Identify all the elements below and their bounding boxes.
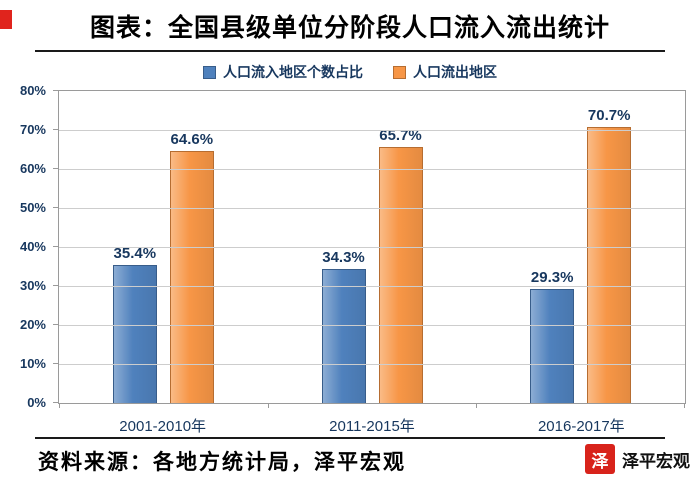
y-axis-tick-label: 50%	[19, 200, 46, 215]
gridline	[59, 325, 685, 326]
y-axis-tick-label: 70%	[19, 122, 46, 137]
y-axis-tick-mark	[53, 363, 59, 364]
brand-logo-icon: 泽	[585, 444, 615, 474]
y-axis-tick-label: 10%	[19, 356, 46, 371]
gridline	[59, 364, 685, 365]
bar-group-2: 29.3% 70.7%	[476, 91, 685, 403]
legend-swatch-outflow	[393, 65, 406, 79]
bar-value-label: 65.7%	[379, 126, 422, 144]
y-axis-tick-mark	[53, 285, 59, 286]
bar-group-0: 35.4% 64.6%	[59, 91, 268, 403]
x-axis-label-1: 2011-2015年	[329, 418, 415, 435]
x-axis-labels: 2001-2010年 2011-2015年 2016-2017年	[58, 408, 686, 436]
chart-title: 图表：全国县级单位分阶段人口流入流出统计	[89, 14, 610, 42]
brand-name: 泽平宏观	[622, 451, 690, 471]
bar-outflow-1: 65.7%	[378, 127, 423, 403]
x-axis-tick-mark	[476, 403, 477, 408]
footer-divider	[35, 437, 665, 439]
gridline	[59, 208, 685, 209]
source-note: 资料来源：各地方统计局，泽平宏观	[38, 451, 406, 474]
x-axis-label-2: 2016-2017年	[537, 418, 625, 435]
legend-swatch-inflow	[203, 65, 216, 79]
bar-inflow-2: 29.3%	[530, 269, 575, 403]
chart-legend: 人口流入地区个数占比 人口流出地区	[0, 62, 700, 82]
legend-item-outflow: 人口流出地区	[393, 62, 497, 82]
gridline	[59, 247, 685, 248]
y-axis-tick-mark	[53, 402, 59, 403]
bar-value-label: 64.6%	[170, 131, 214, 149]
bar-inflow-1: 34.3%	[321, 249, 366, 403]
legend-label-inflow: 人口流入地区个数占比	[223, 64, 363, 80]
y-axis-tick-mark	[53, 246, 59, 247]
y-axis-tick-label: 80%	[19, 83, 46, 98]
x-axis-tick-mark	[59, 403, 60, 408]
x-axis-tick-mark	[684, 403, 685, 408]
gridline	[59, 286, 685, 287]
brand-block: 泽 泽平宏观	[585, 444, 690, 474]
bar-value-label: 35.4%	[113, 244, 157, 262]
y-axis-tick-mark	[53, 324, 59, 325]
y-axis-labels: 0% 10% 20% 30% 40% 50% 60% 70% 80%	[0, 83, 52, 410]
red-corner-mark	[0, 10, 12, 29]
legend-label-outflow: 人口流出地区	[413, 64, 497, 80]
y-axis-tick-mark	[53, 168, 59, 169]
title-divider	[35, 50, 665, 52]
gridline	[59, 169, 685, 170]
bar-inflow-0: 35.4%	[112, 245, 157, 403]
bar-group-1: 34.3% 65.7%	[268, 91, 477, 403]
y-axis-tick-mark	[53, 90, 59, 91]
y-axis-tick-mark	[53, 207, 59, 208]
x-axis-label-0: 2001-2010年	[119, 418, 207, 435]
bar-value-label: 34.3%	[322, 249, 365, 267]
y-axis-tick-label: 60%	[19, 161, 46, 176]
bar-outflow-2: 70.7%	[587, 107, 632, 403]
bar-outflow-0: 64.6%	[169, 131, 214, 403]
bar-chart: 人口流入地区个数占比 人口流出地区 0% 10% 20% 30% 40% 50% 60% 70%…	[0, 56, 700, 435]
bar-value-label: 70.7%	[587, 107, 631, 125]
y-axis-tick-mark	[53, 129, 59, 130]
bar-value-label: 29.3%	[530, 268, 574, 286]
x-axis-tick-mark	[268, 403, 269, 408]
gridline	[59, 130, 685, 131]
y-axis-tick-label: 20%	[19, 317, 46, 332]
y-axis-tick-label: 0%	[27, 395, 46, 410]
y-axis-tick-label: 30%	[19, 278, 46, 293]
bars-layer: 35.4% 64.6% 34.3% 65.7% 29.3% 70.7%	[59, 91, 685, 403]
legend-item-inflow: 人口流入地区个数占比	[203, 62, 363, 82]
y-axis-tick-label: 40%	[19, 239, 46, 254]
plot-area: 35.4% 64.6% 34.3% 65.7% 29.3% 70.7%	[53, 90, 686, 408]
